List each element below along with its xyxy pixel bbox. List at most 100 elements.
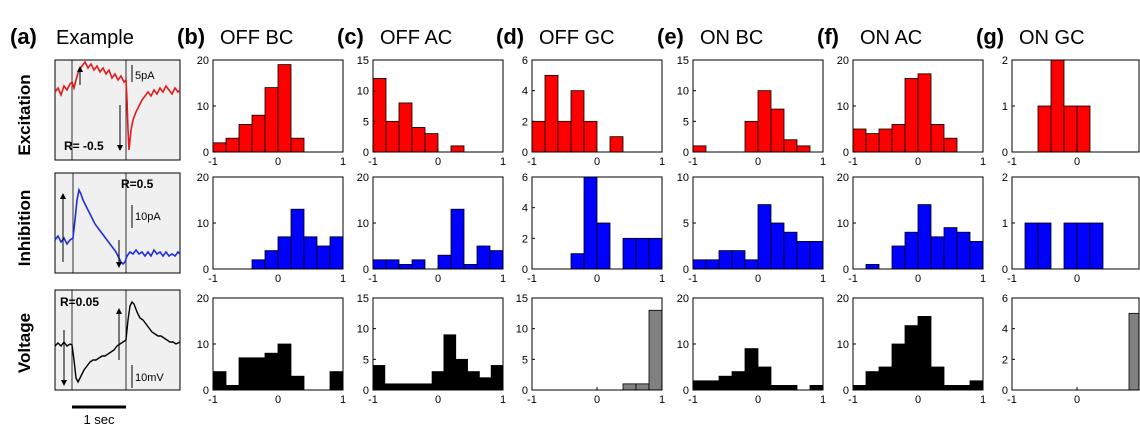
x-tick-label: 0 [435, 156, 441, 168]
histogram-bar [372, 78, 387, 153]
y-tick-label: 0 [843, 385, 849, 397]
histogram-bar [969, 240, 984, 270]
histogram-bar [744, 348, 759, 391]
x-tick-label: 1 [659, 156, 665, 168]
y-tick-label: 0 [683, 147, 689, 159]
histogram-bar [770, 108, 785, 153]
x-tick-label: -1 [848, 273, 858, 285]
histogram-bar [419, 383, 433, 391]
histogram-bar [1024, 222, 1039, 270]
x-tick-label: 1 [820, 156, 826, 168]
example-trace-inhibition: 10pA R=0.5 [54, 172, 181, 274]
y-tick-label: 20 [197, 172, 209, 184]
x-tick-label: 1 [659, 273, 665, 285]
y-tick-label: 2 [1002, 55, 1008, 67]
panel-letter-a: (a) [10, 24, 37, 49]
y-tick-label: 10 [677, 339, 689, 351]
x-tick-label: 1 [340, 273, 346, 285]
histogram-bar [1037, 105, 1052, 153]
y-tick-label: 20 [837, 55, 849, 67]
y-tick-label: 1 [1002, 218, 1008, 230]
histogram-bar [757, 204, 772, 270]
x-tick-label: -1 [848, 156, 858, 168]
x-tick-label: -1 [1007, 156, 1017, 168]
y-tick-label: 5 [683, 116, 689, 128]
histogram-bar [450, 145, 465, 153]
panel-title: ON GC [1019, 27, 1085, 49]
excitation-trace-line [54, 60, 181, 151]
x-tick-label: -1 [848, 394, 858, 406]
x-tick-label: 0 [275, 394, 281, 406]
panel-title: OFF AC [380, 27, 452, 49]
panel-letter: (b) [177, 24, 205, 49]
histogram-bar [809, 240, 824, 270]
histogram-bar [635, 383, 650, 391]
x-tick-label: 1 [500, 394, 506, 406]
panel-letter: (c) [337, 24, 364, 49]
histogram-bar [277, 343, 292, 391]
y-tick-label: 0 [203, 385, 209, 397]
y-tick-label: 6 [522, 55, 528, 67]
histogram-bar [865, 263, 880, 270]
histogram-bar [731, 371, 746, 391]
y-tick-label: 4 [1002, 324, 1008, 336]
histogram-bar [238, 357, 253, 391]
histogram-bar [809, 384, 824, 391]
excitation-r-label: R= -0.5 [64, 139, 104, 153]
y-tick-label: 10 [357, 218, 369, 230]
y-tick-label: 1 [1002, 101, 1008, 113]
example-trace-excitation: 5pA R= -0.5 [54, 59, 181, 161]
histogram-bar [424, 133, 439, 153]
histogram-bar [770, 384, 785, 391]
histogram-bar [303, 236, 318, 270]
x-tick-label: 1 [500, 273, 506, 285]
y-tick-label: 2 [522, 116, 528, 128]
y-tick-label: 2 [522, 233, 528, 245]
histogram-bar [943, 384, 958, 391]
inhibition-scale: 10pA [135, 211, 161, 223]
panel-letter: (g) [976, 24, 1004, 49]
histogram-bar [783, 231, 798, 270]
histogram-bar [408, 383, 421, 391]
x-tick-label: 1 [980, 273, 986, 285]
x-tick-label: 0 [594, 156, 600, 168]
x-tick-label: -1 [1007, 394, 1017, 406]
histogram-bar [225, 137, 240, 153]
histogram-bar [212, 371, 227, 391]
row-label-inhibition: Inhibition [15, 190, 34, 266]
histogram-bar [969, 380, 984, 391]
x-tick-label: 0 [1074, 394, 1080, 406]
histogram-bar [251, 259, 266, 270]
histogram-bar [212, 142, 227, 153]
histogram-bar [852, 384, 867, 391]
x-tick-label: -1 [688, 156, 698, 168]
histogram-bar [718, 375, 733, 391]
histogram-bar [904, 231, 919, 270]
histogram-bar [1128, 312, 1140, 391]
histogram-bar [329, 236, 344, 270]
histogram-bar [1076, 222, 1091, 270]
y-tick-label: 6 [522, 172, 528, 184]
time-scale-label: 1 sec [83, 412, 115, 427]
y-tick-label: 20 [197, 293, 209, 305]
histogram-bar [770, 222, 785, 270]
histogram-bar [1076, 105, 1091, 153]
histogram-bar [865, 133, 880, 153]
example-title: Example [56, 27, 134, 49]
histogram-bar [956, 384, 971, 391]
y-tick-label: 10 [357, 86, 369, 98]
x-tick-label: 0 [435, 273, 441, 285]
y-tick-label: 0 [363, 147, 369, 159]
histogram-bar [251, 114, 266, 153]
y-tick-label: 15 [357, 293, 369, 305]
histogram-bar [264, 87, 279, 153]
histogram-bar [718, 250, 733, 270]
x-tick-label: 0 [755, 394, 761, 406]
x-tick-label: -1 [208, 273, 218, 285]
histogram-bar [865, 371, 880, 391]
x-tick-label: 0 [915, 273, 921, 285]
y-tick-label: 5 [522, 354, 528, 366]
voltage-r-label: R=0.05 [60, 295, 99, 309]
y-tick-label: 0 [1002, 385, 1008, 397]
y-tick-label: 10 [516, 324, 528, 336]
